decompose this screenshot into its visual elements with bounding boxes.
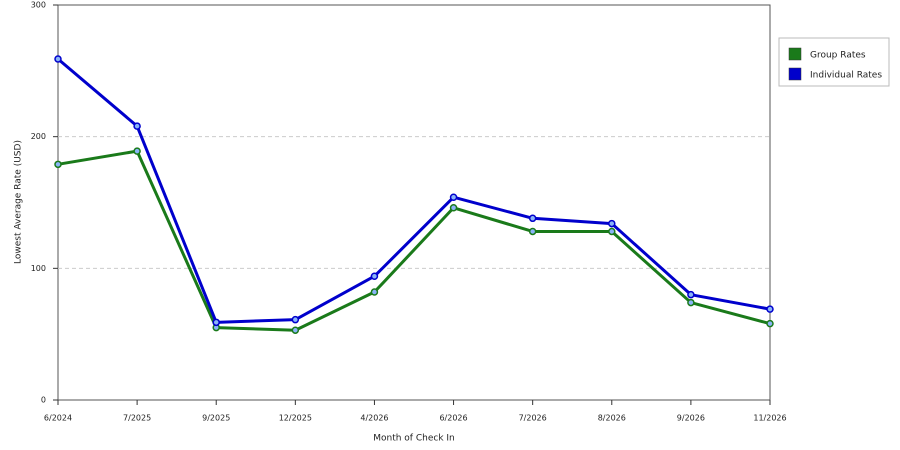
x-tick-label: 9/2026 <box>677 414 705 423</box>
x-tick-label: 6/2026 <box>439 414 467 423</box>
data-point <box>687 298 695 307</box>
data-point <box>608 227 616 236</box>
data-point <box>449 204 458 212</box>
data-point <box>528 214 537 223</box>
legend-swatch <box>788 67 802 81</box>
data-point <box>449 193 458 201</box>
data-point <box>370 288 379 296</box>
x-tick-label: 8/2026 <box>598 414 626 423</box>
x-tick-label: 6/2024 <box>44 414 72 423</box>
y-tick-label: 300 <box>31 1 46 10</box>
legend-label: Individual Rates <box>810 71 882 81</box>
x-tick-label: 4/2026 <box>360 414 388 423</box>
x-tick-label: 7/2025 <box>123 414 151 423</box>
data-point <box>528 227 537 236</box>
y-tick-label: 0 <box>41 396 46 405</box>
legend-label: Group Rates <box>810 51 866 61</box>
series-line <box>57 57 771 324</box>
x-tick-label: 9/2025 <box>202 414 230 423</box>
legend-swatch <box>788 47 802 61</box>
x-tick-label: 12/2025 <box>279 414 312 423</box>
data-point <box>370 272 379 280</box>
data-point <box>54 160 62 169</box>
data-point <box>687 290 695 299</box>
y-axis-label: Lowest Average Rate (USD) <box>14 140 24 264</box>
data-point <box>608 219 616 228</box>
series-line <box>57 149 771 332</box>
y-tick-label: 100 <box>31 264 46 273</box>
data-point <box>133 147 141 155</box>
data-point <box>291 315 300 324</box>
data-point <box>133 122 141 130</box>
x-axis-label: Month of Check In <box>373 434 455 444</box>
y-tick-label: 200 <box>31 132 46 141</box>
data-point <box>212 318 220 327</box>
data-point <box>291 326 300 334</box>
data-point <box>766 305 774 313</box>
x-tick-label: 11/2026 <box>753 414 786 423</box>
data-point <box>766 319 774 328</box>
plot-frame <box>57 4 771 401</box>
x-tick-label: 7/2026 <box>519 414 547 423</box>
data-point <box>54 55 62 63</box>
